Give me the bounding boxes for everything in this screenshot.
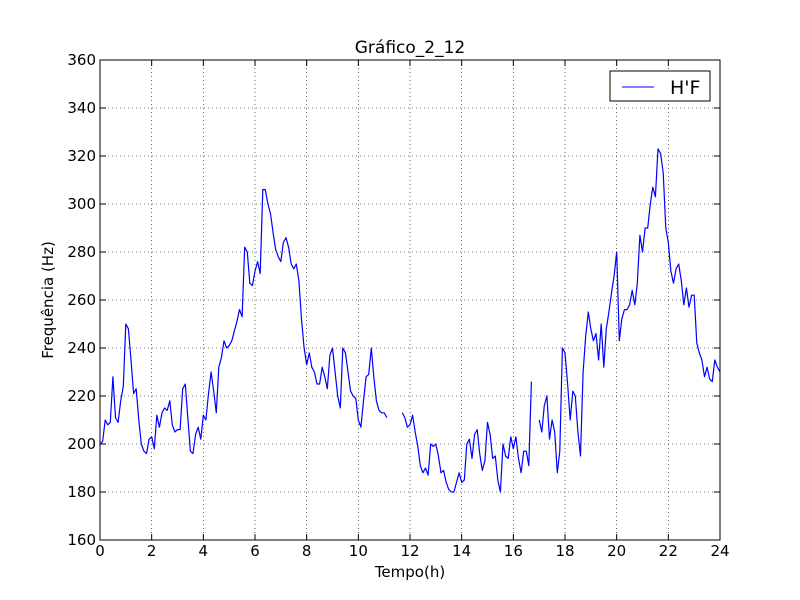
legend-box <box>609 70 711 102</box>
y-tick-label: 340 <box>67 99 96 117</box>
x-tick-label: 24 <box>710 542 729 560</box>
series-line-segment <box>538 148 721 474</box>
series-line-segment <box>401 381 532 493</box>
y-tick-label: 280 <box>67 243 96 261</box>
y-tick-label: 200 <box>67 435 96 453</box>
x-tick-label: 6 <box>250 542 260 560</box>
x-axis-label: Tempo(h) <box>374 563 445 581</box>
series-line-segment <box>99 189 388 455</box>
y-tick-label: 220 <box>67 387 96 405</box>
x-tick-label: 22 <box>659 542 678 560</box>
x-tick-label: 4 <box>199 542 209 560</box>
grid-lines <box>100 60 720 540</box>
y-tick-label: 260 <box>67 291 96 309</box>
x-tick-label: 20 <box>607 542 626 560</box>
y-tick-label: 320 <box>67 147 96 165</box>
legend-label-hf: H'F <box>670 77 700 99</box>
x-tick-label: 8 <box>302 542 312 560</box>
x-tick-label: 16 <box>504 542 523 560</box>
x-tick-label: 12 <box>400 542 419 560</box>
x-tick-label: 2 <box>147 542 157 560</box>
y-tick-labels: 160 180 200 220 240 260 280 300 320 340 360 <box>67 51 96 549</box>
y-tick-label: 300 <box>67 195 96 213</box>
y-tick-label: 240 <box>67 339 96 357</box>
y-axis-label: Frequência (Hz) <box>39 241 57 359</box>
y-tick-label: 180 <box>67 483 96 501</box>
x-tick-label: 18 <box>555 542 574 560</box>
y-tick-label: 160 <box>67 531 96 549</box>
x-tick-label: 14 <box>452 542 471 560</box>
x-tick-labels: 0 2 4 6 8 10 12 14 16 18 20 22 24 <box>95 542 729 560</box>
axis-ticks <box>99 59 721 541</box>
legend: H'F <box>609 70 711 102</box>
x-tick-label: 10 <box>349 542 368 560</box>
series-hf <box>99 148 721 493</box>
chart-title: Gráfico_2_12 <box>355 38 465 58</box>
y-tick-label: 360 <box>67 51 96 69</box>
x-tick-label: 0 <box>95 542 105 560</box>
